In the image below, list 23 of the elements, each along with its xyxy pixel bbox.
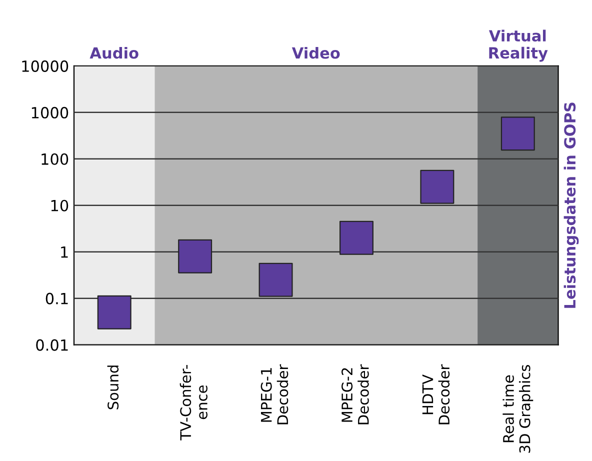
y-tick-label: 0.1 bbox=[46, 292, 68, 304]
point bbox=[97, 295, 132, 330]
y-tick-label: 1 bbox=[61, 246, 68, 258]
y-axis-title: Leistungsdaten in GOPS bbox=[564, 102, 579, 308]
y-tick-label: 10 bbox=[51, 200, 68, 212]
x-tick-label: HDTV Decoder bbox=[422, 364, 450, 424]
y-tick-label: 1000 bbox=[32, 106, 68, 118]
x-tick-label: MPEG-1 Decoder bbox=[260, 364, 288, 424]
y-tick-label: 100 bbox=[42, 153, 68, 165]
point bbox=[258, 262, 293, 297]
y-tick-label: 10000 bbox=[22, 60, 68, 72]
y-tick-label: 0.01 bbox=[36, 339, 68, 351]
point bbox=[178, 239, 212, 274]
point bbox=[339, 220, 374, 255]
x-tick-label: Real time 3D Graphics bbox=[502, 364, 534, 453]
band-label: Audio bbox=[90, 46, 138, 59]
band-label: Video bbox=[292, 46, 340, 59]
point bbox=[500, 116, 535, 151]
x-tick-label: TV-Confer- ence bbox=[180, 364, 208, 440]
x-tick-label: Sound bbox=[107, 366, 119, 410]
x-tick-label: MPEG-2 Decoder bbox=[342, 364, 369, 424]
point bbox=[420, 170, 454, 204]
band-label: Virtual Reality bbox=[488, 30, 548, 62]
